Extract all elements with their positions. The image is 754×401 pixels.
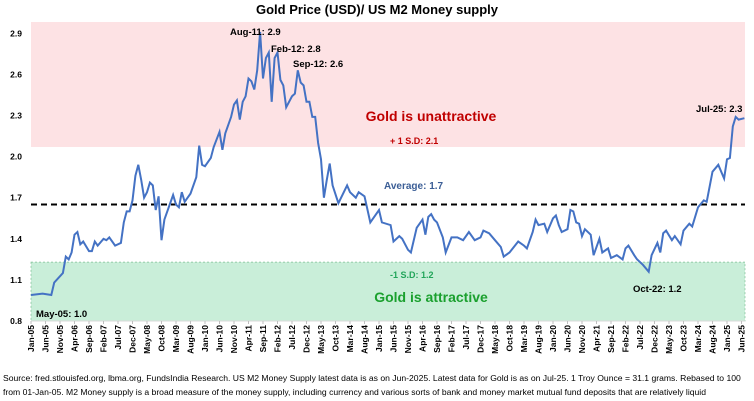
- x-tick-label: Dec-07: [128, 325, 138, 353]
- x-tick-label: Jun-10: [215, 325, 225, 353]
- annotation-may05: May-05: 1.0: [36, 309, 87, 320]
- x-tick-label: Feb-07: [99, 325, 109, 353]
- x-tick-label: Oct-18: [505, 325, 515, 352]
- x-tick-label: Dec-12: [302, 325, 312, 353]
- y-tick-label: 1.1: [10, 275, 22, 285]
- y-tick-label: 2.0: [10, 152, 22, 162]
- unattractive-label: Gold is unattractive: [366, 108, 497, 124]
- y-tick-label: 1.4: [10, 234, 22, 244]
- minus-sd-label: -1 S.D: 1.2: [390, 270, 434, 280]
- x-tick-label: Mar-19: [519, 325, 529, 353]
- annotation-feb12: Feb-12: 2.8: [271, 44, 321, 55]
- x-tick-label: Apr-06: [70, 325, 80, 352]
- x-tick-label: Feb-17: [447, 325, 457, 353]
- x-axis: Jan-05 Jun-05 Nov-05 Apr-06 Sep-06 Feb-07 Jul-…: [26, 320, 747, 354]
- y-tick-label: 2.9: [10, 28, 22, 38]
- x-tick-label: Sep-16: [432, 325, 442, 353]
- y-tick-label: 2.3: [10, 111, 22, 121]
- x-tick-label: Apr-11: [244, 325, 254, 352]
- annotation-aug11: Aug-11: 2.9: [230, 27, 281, 38]
- x-tick-label: Jan-05: [26, 325, 36, 352]
- average-label: Average: 1.7: [384, 181, 444, 192]
- x-tick-label: Jun-25: [737, 325, 747, 353]
- x-tick-label: May-18: [490, 325, 500, 354]
- x-tick-label: Dec-22: [650, 325, 660, 353]
- x-tick-label: Nov-15: [403, 325, 413, 354]
- x-tick-label: Feb-22: [621, 325, 631, 353]
- x-tick-label: Sep-21: [606, 325, 616, 353]
- x-tick-label: Aug-24: [708, 325, 718, 354]
- chart-title: Gold Price (USD)/ US M2 Money supply: [256, 2, 499, 17]
- x-tick-label: Nov-20: [577, 325, 587, 354]
- x-tick-label: Aug-14: [360, 325, 370, 354]
- x-tick-label: Oct-13: [331, 325, 341, 352]
- unattractive-zone: [31, 22, 745, 148]
- y-tick-label: 0.8: [10, 316, 22, 326]
- x-tick-label: Jan-10: [200, 325, 210, 352]
- x-tick-label: Jul-12: [287, 325, 297, 350]
- gold-m2-ratio-line: [30, 31, 745, 297]
- footer-line-2: from 01-Jan-05. M2 Money supply is a bro…: [3, 387, 706, 397]
- attractive-label: Gold is attractive: [374, 289, 488, 305]
- attractive-zone: [30, 261, 746, 322]
- x-tick-label: Apr-16: [418, 325, 428, 352]
- x-tick-label: May-23: [664, 325, 674, 354]
- x-tick-label: Dec-17: [476, 325, 486, 353]
- x-tick-label: Aug-19: [534, 325, 544, 354]
- x-tick-label: Sep-11: [258, 325, 268, 353]
- y-tick-label: 2.6: [10, 69, 22, 79]
- x-tick-label: May-13: [316, 325, 326, 354]
- y-tick-label: 1.7: [10, 193, 22, 203]
- x-tick-label: Jan-25: [722, 325, 732, 352]
- plus-sd-label: + 1 S.D: 2.1: [390, 136, 438, 146]
- x-tick-label: Sep-06: [84, 325, 94, 353]
- x-tick-label: Jul-07: [113, 325, 123, 350]
- x-tick-label: Mar-09: [171, 325, 181, 353]
- x-tick-label: Mar-24: [693, 325, 703, 353]
- x-tick-label: May-08: [142, 325, 152, 354]
- x-tick-label: Jan-15: [374, 325, 384, 352]
- x-tick-label: Jun-15: [389, 325, 399, 353]
- annotation-jul25: Jul-25: 2.3: [696, 104, 742, 115]
- x-tick-label: Mar-14: [345, 325, 355, 353]
- x-tick-label: Jul-17: [461, 325, 471, 350]
- x-tick-label: Jun-20: [563, 325, 573, 353]
- x-tick-label: Nov-05: [55, 325, 65, 354]
- footer-line-1: Source: fred.stlouisfed.org, lbma.org, F…: [3, 373, 741, 383]
- x-tick-label: Jan-20: [548, 325, 558, 352]
- x-tick-label: Aug-09: [186, 325, 196, 354]
- x-tick-label: Oct-08: [157, 325, 167, 352]
- x-tick-label: Feb-12: [273, 325, 283, 353]
- x-tick-label: Jul-22: [635, 325, 645, 350]
- annotation-sep12: Sep-12: 2.6: [293, 59, 343, 70]
- x-tick-label: Nov-10: [229, 325, 239, 354]
- x-tick-label: Jun-05: [41, 325, 51, 353]
- x-tick-label: Apr-21: [592, 325, 602, 352]
- annotation-oct22: Oct-22: 1.2: [633, 284, 682, 295]
- x-tick-label: Oct-23: [679, 325, 689, 352]
- y-axis: 0.8 1.1 1.4 1.7 2.0 2.3 2.6 2.9: [10, 28, 22, 326]
